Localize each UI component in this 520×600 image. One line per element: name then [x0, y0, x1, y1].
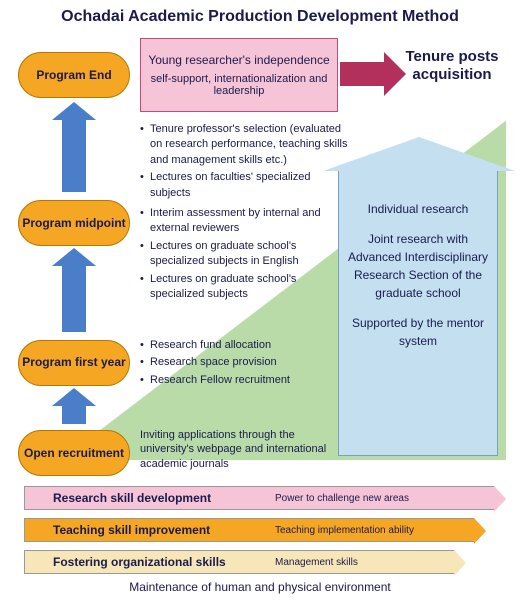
independence-line2: self-support, internationalization and l…	[145, 73, 333, 97]
main-title: Ochadai Academic Production Development …	[0, 8, 520, 26]
bar-sub: Power to challenge new areas	[275, 493, 409, 504]
bullet: Research space provision	[140, 355, 330, 370]
bullet: Interim assessment by internal and exter…	[140, 206, 330, 237]
research-support-text: Individual research Joint research with …	[344, 200, 492, 362]
blue-p2: Joint research with Advanced Interdiscip…	[344, 230, 492, 302]
bar-main: Research skill development	[25, 491, 275, 505]
tenure-label: Tenure posts acquisition	[392, 48, 512, 84]
bar-main: Teaching skill improvement	[25, 523, 275, 537]
bullets-first: Research fund allocation Research space …	[140, 338, 330, 390]
arrow-up-2	[62, 264, 86, 332]
bar-main: Fostering organizational skills	[25, 555, 275, 569]
stage-open: Open recruitment	[18, 430, 130, 476]
bar-sub: Management skills	[275, 557, 358, 568]
arrow-up-1	[62, 404, 86, 424]
bar-research-skill: Research skill development Power to chal…	[24, 486, 494, 510]
bullet: Lectures on graduate school's specialize…	[140, 272, 330, 303]
blue-p3: Supported by the mentor system	[344, 314, 492, 350]
bullet: Lectures on faculties' specialized subje…	[140, 170, 350, 201]
bar-teaching-skill: Teaching skill improvement Teaching impl…	[24, 518, 474, 542]
blue-p1: Individual research	[344, 200, 492, 218]
bullet: Research fund allocation	[140, 338, 330, 353]
open-recruitment-text: Inviting applications through the univer…	[140, 428, 330, 471]
arrow-up-3	[62, 118, 86, 192]
stage-end: Program End	[18, 52, 130, 98]
independence-box: Young researcher's independence self-sup…	[140, 38, 338, 112]
stage-midpoint: Program midpoint	[18, 200, 130, 246]
arrow-to-tenure	[340, 62, 386, 86]
bullet: Research Fellow recruitment	[140, 373, 330, 388]
bullets-top: Tenure professor's selection (evaluated …	[140, 122, 350, 203]
bar-organizational: Fostering organizational skills Manageme…	[24, 550, 454, 574]
bullet: Lectures on graduate school's specialize…	[140, 239, 330, 270]
bullets-mid: Interim assessment by internal and exter…	[140, 206, 330, 304]
stage-first-year: Program first year	[18, 340, 130, 386]
footer-text: Maintenance of human and physical enviro…	[0, 580, 520, 594]
independence-line1: Young researcher's independence	[148, 53, 329, 67]
bar-sub: Teaching implementation ability	[275, 525, 414, 536]
bullet: Tenure professor's selection (evaluated …	[140, 122, 350, 168]
